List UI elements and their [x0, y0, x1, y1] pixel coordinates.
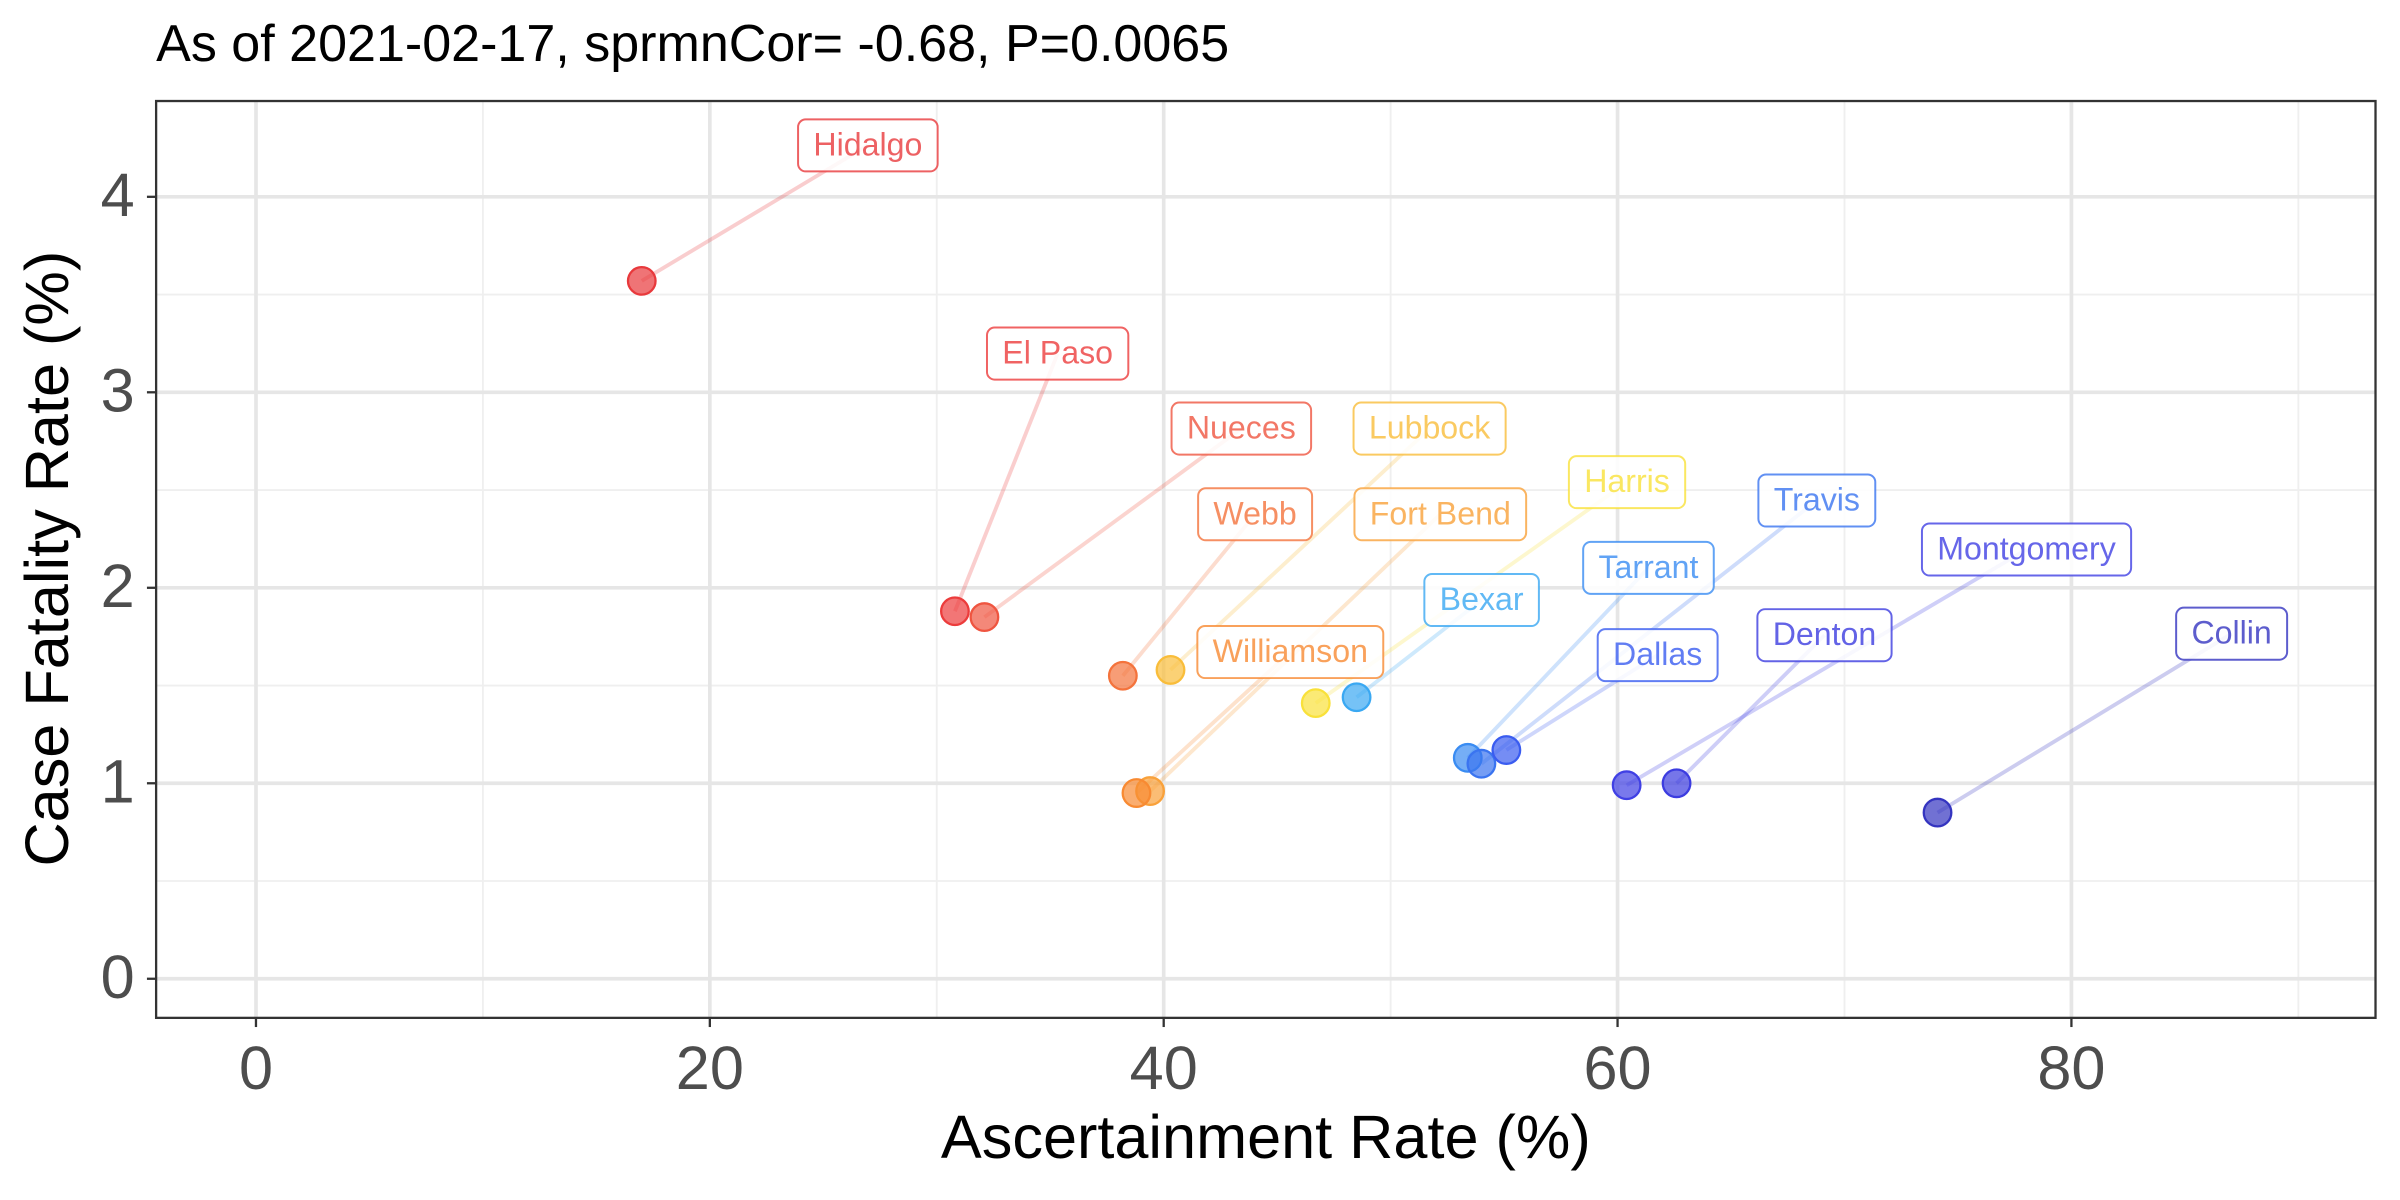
label-box	[1353, 487, 1528, 542]
points	[626, 265, 1953, 828]
point	[1300, 688, 1331, 719]
point-label: El Paso	[985, 326, 1130, 381]
point-label: Montgomery	[1920, 522, 2133, 577]
leader-lines	[640, 143, 2233, 815]
x-tick-label: 80	[2037, 1034, 2105, 1102]
point	[969, 602, 1000, 633]
leader-line	[1936, 632, 2233, 815]
point-label: Webb	[1197, 487, 1314, 542]
point	[939, 596, 970, 627]
point-label: Travis	[1757, 473, 1877, 528]
point	[1611, 770, 1642, 801]
point	[1661, 768, 1692, 799]
y-tick-label: 1	[101, 748, 135, 816]
point-label: Harris	[1567, 455, 1687, 510]
label-text: Hidalgo	[813, 126, 922, 162]
point-label: Lubbock	[1352, 401, 1507, 456]
x-axis-label: Ascertainment Rate (%)	[941, 1103, 1591, 1171]
label-box	[1170, 401, 1313, 456]
label-box	[2175, 606, 2289, 661]
label-text: Tarrant	[1598, 549, 1698, 585]
labels: Hidalgo El Paso Nueces Webb Lubbock Harris For…	[797, 118, 2289, 683]
point-label: Dallas	[1596, 628, 1719, 683]
point	[1922, 797, 1953, 828]
label-box	[1352, 401, 1507, 456]
label-text: Lubbock	[1369, 410, 1491, 446]
x-tick-label: 20	[676, 1034, 744, 1102]
point	[1121, 778, 1152, 808]
label-text: Travis	[1774, 482, 1860, 518]
y-tick-label: 2	[101, 552, 135, 620]
point	[1155, 654, 1186, 685]
y-tick-label: 4	[101, 161, 135, 229]
leader-line	[983, 427, 1243, 619]
point-label: Fort Bend	[1353, 487, 1528, 542]
label-box	[1567, 455, 1687, 510]
label-box	[985, 326, 1130, 381]
point-label: Denton	[1756, 608, 1893, 663]
point	[626, 265, 657, 296]
label-text: Williamson	[1213, 633, 1368, 669]
x-tick-label: 40	[1130, 1034, 1198, 1102]
point	[1341, 682, 1372, 713]
leader-line	[1466, 566, 1650, 760]
label-text: Fort Bend	[1370, 495, 1511, 531]
y-tick-label: 3	[101, 357, 135, 425]
label-box	[1582, 540, 1715, 595]
y-tick-label: 0	[101, 943, 135, 1011]
point	[1491, 735, 1522, 765]
chart-title: As of 2021-02-17, sprmnCor= -0.68, P=0.0…	[156, 15, 1229, 73]
label-text: Denton	[1773, 616, 1877, 652]
label-box	[1197, 487, 1314, 542]
label-text: Montgomery	[1937, 531, 2116, 567]
label-text: Webb	[1213, 495, 1296, 531]
label-text: Dallas	[1613, 636, 1702, 672]
x-tick-label: 60	[1584, 1034, 1652, 1102]
label-box	[1756, 608, 1893, 663]
label-box	[1757, 473, 1877, 528]
point-label: Nueces	[1170, 401, 1313, 456]
plot-border	[154, 99, 2377, 1020]
label-text: Collin	[2191, 615, 2271, 651]
point-label: Hidalgo	[797, 118, 939, 173]
point-label: Williamson	[1196, 625, 1385, 680]
label-box	[1423, 572, 1540, 628]
point	[1107, 660, 1138, 691]
label-text: El Paso	[1002, 335, 1113, 371]
label-text: Nueces	[1187, 410, 1296, 446]
label-box	[1920, 522, 2133, 577]
y-axis-label: Case Fatality Rate (%)	[13, 251, 81, 867]
label-box	[797, 118, 939, 173]
label-text: Harris	[1584, 463, 1670, 499]
leader-line	[1625, 547, 2028, 787]
label-text: Bexar	[1440, 581, 1524, 617]
point-label: Collin	[2175, 606, 2289, 661]
point-label: Tarrant	[1582, 540, 1715, 595]
label-box	[1196, 625, 1385, 680]
label-box	[1596, 628, 1719, 683]
point-label: Bexar	[1423, 572, 1540, 628]
point	[1466, 748, 1497, 779]
leader-line	[953, 352, 1060, 612]
x-tick-label: 0	[239, 1034, 273, 1102]
